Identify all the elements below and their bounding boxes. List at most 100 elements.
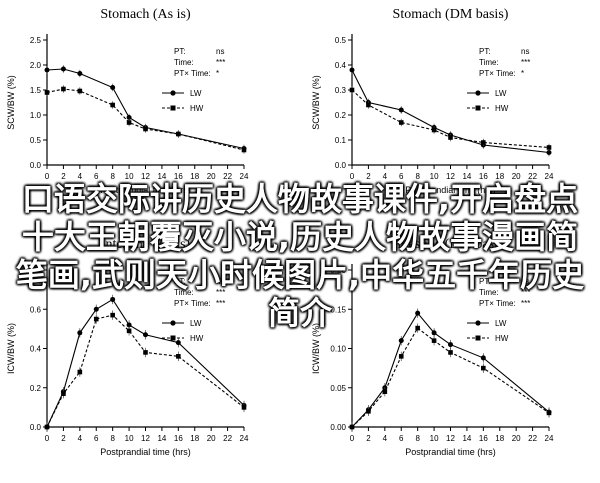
legend-marker [170, 105, 176, 111]
x-tick-label: 8 [110, 434, 115, 443]
x-tick-label: 12 [141, 434, 150, 443]
y-tick-label: 0.4 [30, 345, 42, 354]
y-tick-label: 0.20 [330, 266, 346, 275]
chart-panel-4: Intestine (DM basis)0 2 4 6 8 10 12 14 16 18 20 22 2… [311, 237, 554, 457]
x-tick-label: 0 [45, 434, 50, 443]
x-tick-label: 14 [462, 434, 471, 443]
data-point-LW [143, 332, 148, 338]
y-axis-label: ICW/BW (%) [6, 323, 16, 374]
legend-label: HW [495, 334, 509, 343]
stat-value: *** [216, 58, 225, 67]
y-axis-label: SCW/BW (%) [311, 75, 321, 130]
x-axis-label: Postprandial time (hrs) [405, 185, 496, 195]
data-point-HW [448, 135, 453, 140]
y-tick-label: 0.5 [30, 136, 42, 145]
y-tick-label: 0.0 [30, 161, 42, 170]
y-tick-label: 0.00 [330, 423, 346, 432]
data-point-HW [44, 424, 50, 430]
data-point-HW [143, 350, 148, 355]
data-point-LW [546, 150, 552, 155]
y-tick-label: 0.6 [30, 305, 42, 314]
legend-label: LW [190, 319, 202, 328]
x-tick-label: 6 [399, 172, 404, 181]
data-point-HW [382, 389, 388, 394]
stat-label: PT× Time: [479, 299, 516, 308]
chart-panel-2: Stomach (DM basis)0 2 4 6 8 10 12 14 16 18 20 22 240… [311, 7, 554, 195]
stat-value: * [216, 69, 219, 78]
legend-marker [170, 90, 176, 96]
x-tick-label: 24 [240, 172, 249, 181]
x-tick-label: 0 [45, 172, 50, 181]
chart-title: Stomach (DM basis) [393, 7, 509, 22]
x-tick-label: 10 [125, 172, 134, 181]
x-tick-label: 14 [157, 172, 166, 181]
x-tick-label: 16 [479, 172, 488, 181]
y-tick-label: 0.2 [335, 111, 347, 120]
x-tick-label: 24 [545, 172, 554, 181]
data-point-HW [241, 405, 247, 410]
stat-value: ns [521, 47, 529, 56]
x-tick-label: 4 [78, 172, 83, 181]
x-tick-label: 10 [430, 434, 439, 443]
data-point-HW [349, 424, 355, 430]
legend-label: LW [495, 319, 507, 328]
x-tick-label: 20 [207, 434, 216, 443]
data-point-LW [431, 330, 437, 336]
y-tick-label: 0.0 [30, 423, 42, 432]
data-point-LW [415, 310, 421, 316]
data-point-HW [126, 328, 132, 334]
data-point-HW [448, 350, 453, 355]
data-point-HW [126, 120, 132, 125]
legend-label: HW [190, 334, 204, 343]
x-tick-label: 6 [94, 434, 99, 443]
x-axis-label: Postprandial time (hrs) [100, 447, 191, 457]
legend-label: HW [495, 104, 509, 113]
x-tick-label: 2 [61, 434, 66, 443]
data-point-HW [398, 120, 404, 125]
x-tick-label: 2 [61, 172, 66, 181]
x-tick-label: 24 [240, 434, 249, 443]
stat-label: PT: [174, 277, 186, 286]
chart-panel-1: Stomach (As is)0 2 4 6 8 10 12 14 16 18 20 22 240.00… [6, 7, 249, 195]
y-tick-label: 0.4 [335, 61, 347, 70]
data-point-LW [398, 338, 404, 344]
data-point-HW [110, 312, 115, 318]
chart-title: Intestine (As is) [101, 237, 191, 252]
data-point-HW [431, 127, 437, 133]
series-line-HW [351, 327, 550, 428]
x-axis-label: Postprandial time (hrs) [405, 447, 496, 457]
x-tick-label: 22 [528, 172, 537, 181]
legend-marker [170, 335, 176, 341]
x-tick-label: 10 [125, 434, 134, 443]
x-tick-label: 20 [207, 172, 216, 181]
data-point-HW [481, 140, 486, 145]
x-tick-label: 20 [512, 434, 521, 443]
x-tick-label: 12 [446, 172, 455, 181]
overlay-title: 口语交际讲历史人物故事课件,开启盘点十大王朝覆灭小说,历史人物故事漫画简笔画,武… [15, 180, 585, 332]
x-tick-label: 18 [190, 172, 199, 181]
stat-value: ns [216, 277, 224, 286]
stat-label: PT× Time: [174, 299, 211, 308]
data-point-HW [546, 145, 552, 150]
data-point-HW [366, 102, 371, 108]
x-tick-label: 6 [399, 434, 404, 443]
x-tick-label: 16 [174, 172, 183, 181]
x-tick-label: 16 [174, 434, 183, 443]
data-point-HW [77, 88, 83, 94]
x-tick-label: 2 [366, 434, 371, 443]
legend-marker [475, 320, 481, 326]
y-axis-label: SCW/BW (%) [6, 75, 16, 130]
x-tick-label: 18 [495, 172, 504, 181]
x-tick-label: 12 [141, 172, 150, 181]
data-point-LW [349, 67, 355, 73]
data-point-HW [61, 391, 66, 396]
stat-label: Time: [479, 58, 499, 67]
stat-label: PT× Time: [479, 69, 516, 78]
data-point-LW [44, 67, 50, 73]
data-point-HW [366, 409, 371, 414]
data-point-HW [93, 316, 99, 322]
data-point-HW [481, 365, 486, 371]
x-tick-label: 10 [430, 172, 439, 181]
x-tick-label: 14 [462, 172, 471, 181]
data-point-HW [176, 354, 181, 359]
